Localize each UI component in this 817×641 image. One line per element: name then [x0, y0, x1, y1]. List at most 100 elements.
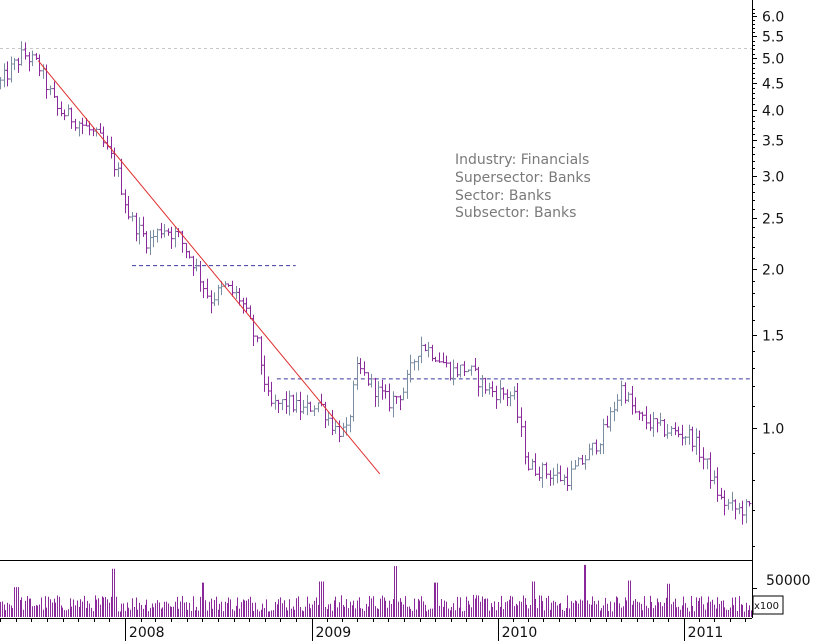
price-bar — [137, 217, 142, 245]
price-bar — [494, 385, 499, 409]
price-bars — [0, 41, 752, 525]
price-bar — [398, 395, 403, 411]
price-bar — [348, 414, 353, 433]
price-bar — [601, 418, 606, 455]
price-bar — [330, 410, 335, 435]
price-bar — [433, 356, 438, 363]
price-bar — [316, 402, 321, 413]
price-bar — [476, 366, 481, 397]
trend-line-0 — [37, 60, 381, 475]
price-bar — [612, 401, 617, 422]
price-bar — [159, 222, 164, 239]
price-bar — [326, 411, 331, 426]
price-bar — [269, 381, 274, 407]
price-bar — [184, 242, 189, 259]
year-label: 2010 — [502, 625, 538, 641]
price-bar — [680, 424, 685, 446]
price-bar — [437, 352, 442, 363]
price-bar — [573, 460, 578, 470]
price-bar — [276, 399, 281, 413]
price-tick-label: 3.0 — [762, 170, 784, 186]
price-bar — [333, 420, 338, 434]
price-bar — [369, 373, 374, 388]
year-label: 2008 — [129, 625, 165, 641]
price-axis: 6.0 5.5 5.0 4.5 4.0 3.5 3.0 2.5 2.0 1.5 1.0 — [752, 9, 784, 589]
price-bar — [640, 411, 645, 422]
price-bar — [558, 465, 563, 482]
price-tick-label: 2.5 — [762, 212, 784, 228]
price-bar — [533, 453, 538, 476]
price-bar — [298, 391, 303, 420]
price-bar — [747, 501, 752, 507]
price-bar — [294, 392, 299, 413]
price-bar — [530, 458, 535, 470]
price-bar — [519, 407, 524, 437]
price-bar — [237, 287, 242, 306]
price-bar — [615, 394, 620, 412]
price-bar — [162, 223, 167, 238]
price-bar — [66, 104, 71, 117]
price-bar — [722, 490, 727, 516]
price-bar — [148, 230, 153, 256]
info-industry: Industry: Financials — [455, 152, 589, 168]
price-bar — [673, 422, 678, 436]
price-bar — [626, 391, 631, 403]
price-bar — [619, 380, 624, 407]
price-tick-label: 5.0 — [762, 52, 784, 68]
price-bar — [151, 229, 156, 248]
price-bar — [708, 452, 713, 489]
price-bar — [744, 499, 749, 524]
price-bar — [394, 395, 399, 404]
info-subsector: Subsector: Banks — [455, 205, 576, 221]
price-bar — [426, 341, 431, 358]
price-tick-label: 4.5 — [762, 77, 784, 93]
price-bar — [508, 391, 513, 407]
price-bar — [169, 226, 174, 249]
price-bar — [144, 231, 149, 254]
price-bar — [651, 411, 656, 437]
price-bar — [230, 280, 235, 297]
price-bar — [130, 212, 135, 222]
price-bar — [62, 109, 67, 121]
volume-axis: 50000 x100 — [754, 573, 811, 612]
price-bar — [155, 228, 160, 243]
price-bar — [565, 467, 570, 491]
price-bar — [355, 356, 360, 390]
price-bar — [551, 467, 556, 486]
price-bar — [523, 420, 528, 465]
price-bar — [273, 394, 278, 410]
price-bar — [187, 250, 192, 259]
price-bar — [226, 283, 231, 287]
price-bar — [633, 397, 638, 414]
price-bar — [726, 498, 731, 510]
price-bar — [655, 418, 660, 433]
price-bar — [284, 391, 289, 414]
price-bar — [690, 426, 695, 452]
price-bar — [80, 117, 85, 135]
volume-unit-box — [752, 595, 784, 615]
reference-lines — [0, 48, 752, 380]
price-bar — [266, 376, 271, 396]
year-label: 2009 — [316, 625, 352, 641]
volume-unit-label: x100 — [754, 601, 779, 612]
price-bar — [733, 499, 738, 520]
price-bar — [441, 352, 446, 364]
price-bar — [512, 386, 517, 400]
price-bar — [387, 383, 392, 412]
price-tick-label: 1.0 — [762, 422, 784, 438]
price-bar — [308, 401, 313, 412]
price-bar — [9, 56, 14, 83]
price-bar — [73, 118, 78, 131]
price-bar — [116, 162, 121, 177]
price-bar — [587, 443, 592, 461]
price-bar — [694, 428, 699, 455]
price-bar — [590, 442, 595, 456]
price-bar — [351, 380, 356, 422]
price-bar — [544, 462, 549, 479]
info-sector: Sector: Banks — [455, 188, 551, 204]
price-bar — [383, 384, 388, 399]
price-tick-label: 5.5 — [762, 30, 784, 46]
price-bar — [605, 415, 610, 428]
price-bar — [412, 359, 417, 371]
price-bar — [490, 381, 495, 398]
